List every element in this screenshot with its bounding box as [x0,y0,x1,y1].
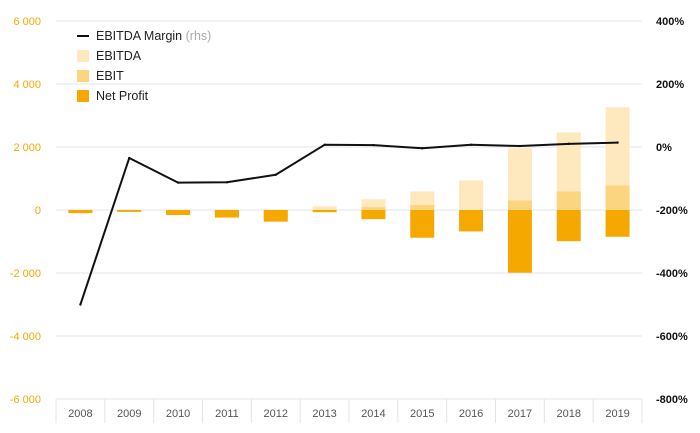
x-tick-label-2017: 2017 [508,408,532,420]
y-right-tick-label-3: -200% [656,205,688,217]
legend-label-net-profit: Net Profit [96,89,149,103]
bar-ebit-2019 [605,185,630,210]
x-tick-label-2012: 2012 [264,408,288,420]
y-left-tick-label-0: -6 000 [10,394,41,406]
bar-ebit-2014 [361,207,386,210]
x-tick-label-2010: 2010 [166,408,190,420]
x-tick-label-2015: 2015 [410,408,434,420]
y-left-tick-label-2: -2 000 [10,268,41,280]
point-ebitda-margin-2009 [128,156,131,160]
bar-net-profit-2017 [507,210,532,273]
legend-label-ebitda-margin: EBITDA Margin (rhs) [96,29,211,43]
y-right-tick-label-2: -400% [656,268,688,280]
x-tick-label-2018: 2018 [557,408,581,420]
bar-ebitda-2013 [312,206,337,210]
x-tick-label-2014: 2014 [361,408,385,420]
y-left-tick-label-1: -4 000 [10,331,41,343]
bar-net-profit-2008 [68,210,93,214]
bar-net-profit-2011 [214,210,239,218]
bar-net-profit-2013 [312,210,337,213]
y-right-tick-label-0: -800% [656,394,688,406]
legend-swatch-ebitda [77,50,89,62]
point-ebitda-margin-2016 [469,143,473,146]
bars [68,107,630,273]
point-ebitda-margin-2014 [372,143,375,147]
y-right-tick-label-1: -600% [656,331,688,343]
legend-label-ebit: EBIT [96,69,124,83]
y-left-tick-label-3: 0 [35,205,41,217]
bar-net-profit-2015 [410,210,435,238]
point-ebitda-margin-2010 [176,181,180,184]
y-right-tick-label-4: 0% [656,142,672,154]
bar-ebitda-2017 [507,148,532,210]
point-ebitda-margin-2017 [518,144,522,148]
margin-line [79,141,619,306]
x-axis: 2008 2009 2010 2011 2012 2013 2014 2015 2016 2017… [68,408,630,420]
bar-net-profit-2009 [117,210,142,212]
legend-swatch-net-profit [77,90,89,102]
y-right-tick-label-5: 200% [656,79,684,91]
bar-net-profit-2010 [166,210,191,216]
bar-ebitda-2016 [459,180,484,210]
y-left-tick-label-6: 6 000 [13,16,41,28]
point-ebitda-margin-2008 [79,303,82,306]
bar-ebit-2015 [410,204,435,210]
legend-swatch-ebit [77,70,89,82]
y-right-tick-label-6: 400% [656,16,684,28]
x-tick-label-2019: 2019 [605,408,629,420]
y-axis-left: -6 000 -4 000 -2 000 0 2 000 4 000 6 000 [10,16,41,406]
legend-label-ebitda: EBITDA [96,49,142,63]
bar-ebitda-2014 [361,199,386,210]
point-ebitda-margin-2012 [274,173,277,176]
bar-ebit-2018 [556,191,581,210]
bar-net-profit-2014 [361,210,386,220]
x-tick-label-2009: 2009 [117,408,141,420]
point-ebitda-margin-2018 [567,142,570,146]
gridlines [55,20,643,423]
x-tick-label-2016: 2016 [459,408,483,420]
point-ebitda-margin-2019 [616,141,619,144]
y-left-tick-label-5: 4 000 [13,79,41,91]
point-ebitda-margin-2013 [323,143,326,146]
line-ebitda-margin [79,141,618,305]
bar-ebit-2017 [507,200,532,210]
x-tick-label-2008: 2008 [68,408,92,420]
bar-net-profit-2019 [605,210,630,237]
bar-net-profit-2016 [459,210,484,232]
bar-net-profit-2018 [556,210,581,242]
legend: EBITDA Margin (rhs) EBITDA EBIT Net Prof… [77,29,211,103]
y-axis-right: -800% -600% -400% -200% 0% 200% 400% [656,16,688,406]
point-ebitda-margin-2011 [225,181,229,184]
bar-net-profit-2012 [263,210,288,222]
x-tick-label-2011: 2011 [215,408,239,420]
point-ebitda-margin-2015 [421,147,424,150]
y-left-tick-label-4: 2 000 [13,142,41,154]
x-tick-label-2013: 2013 [312,408,336,420]
